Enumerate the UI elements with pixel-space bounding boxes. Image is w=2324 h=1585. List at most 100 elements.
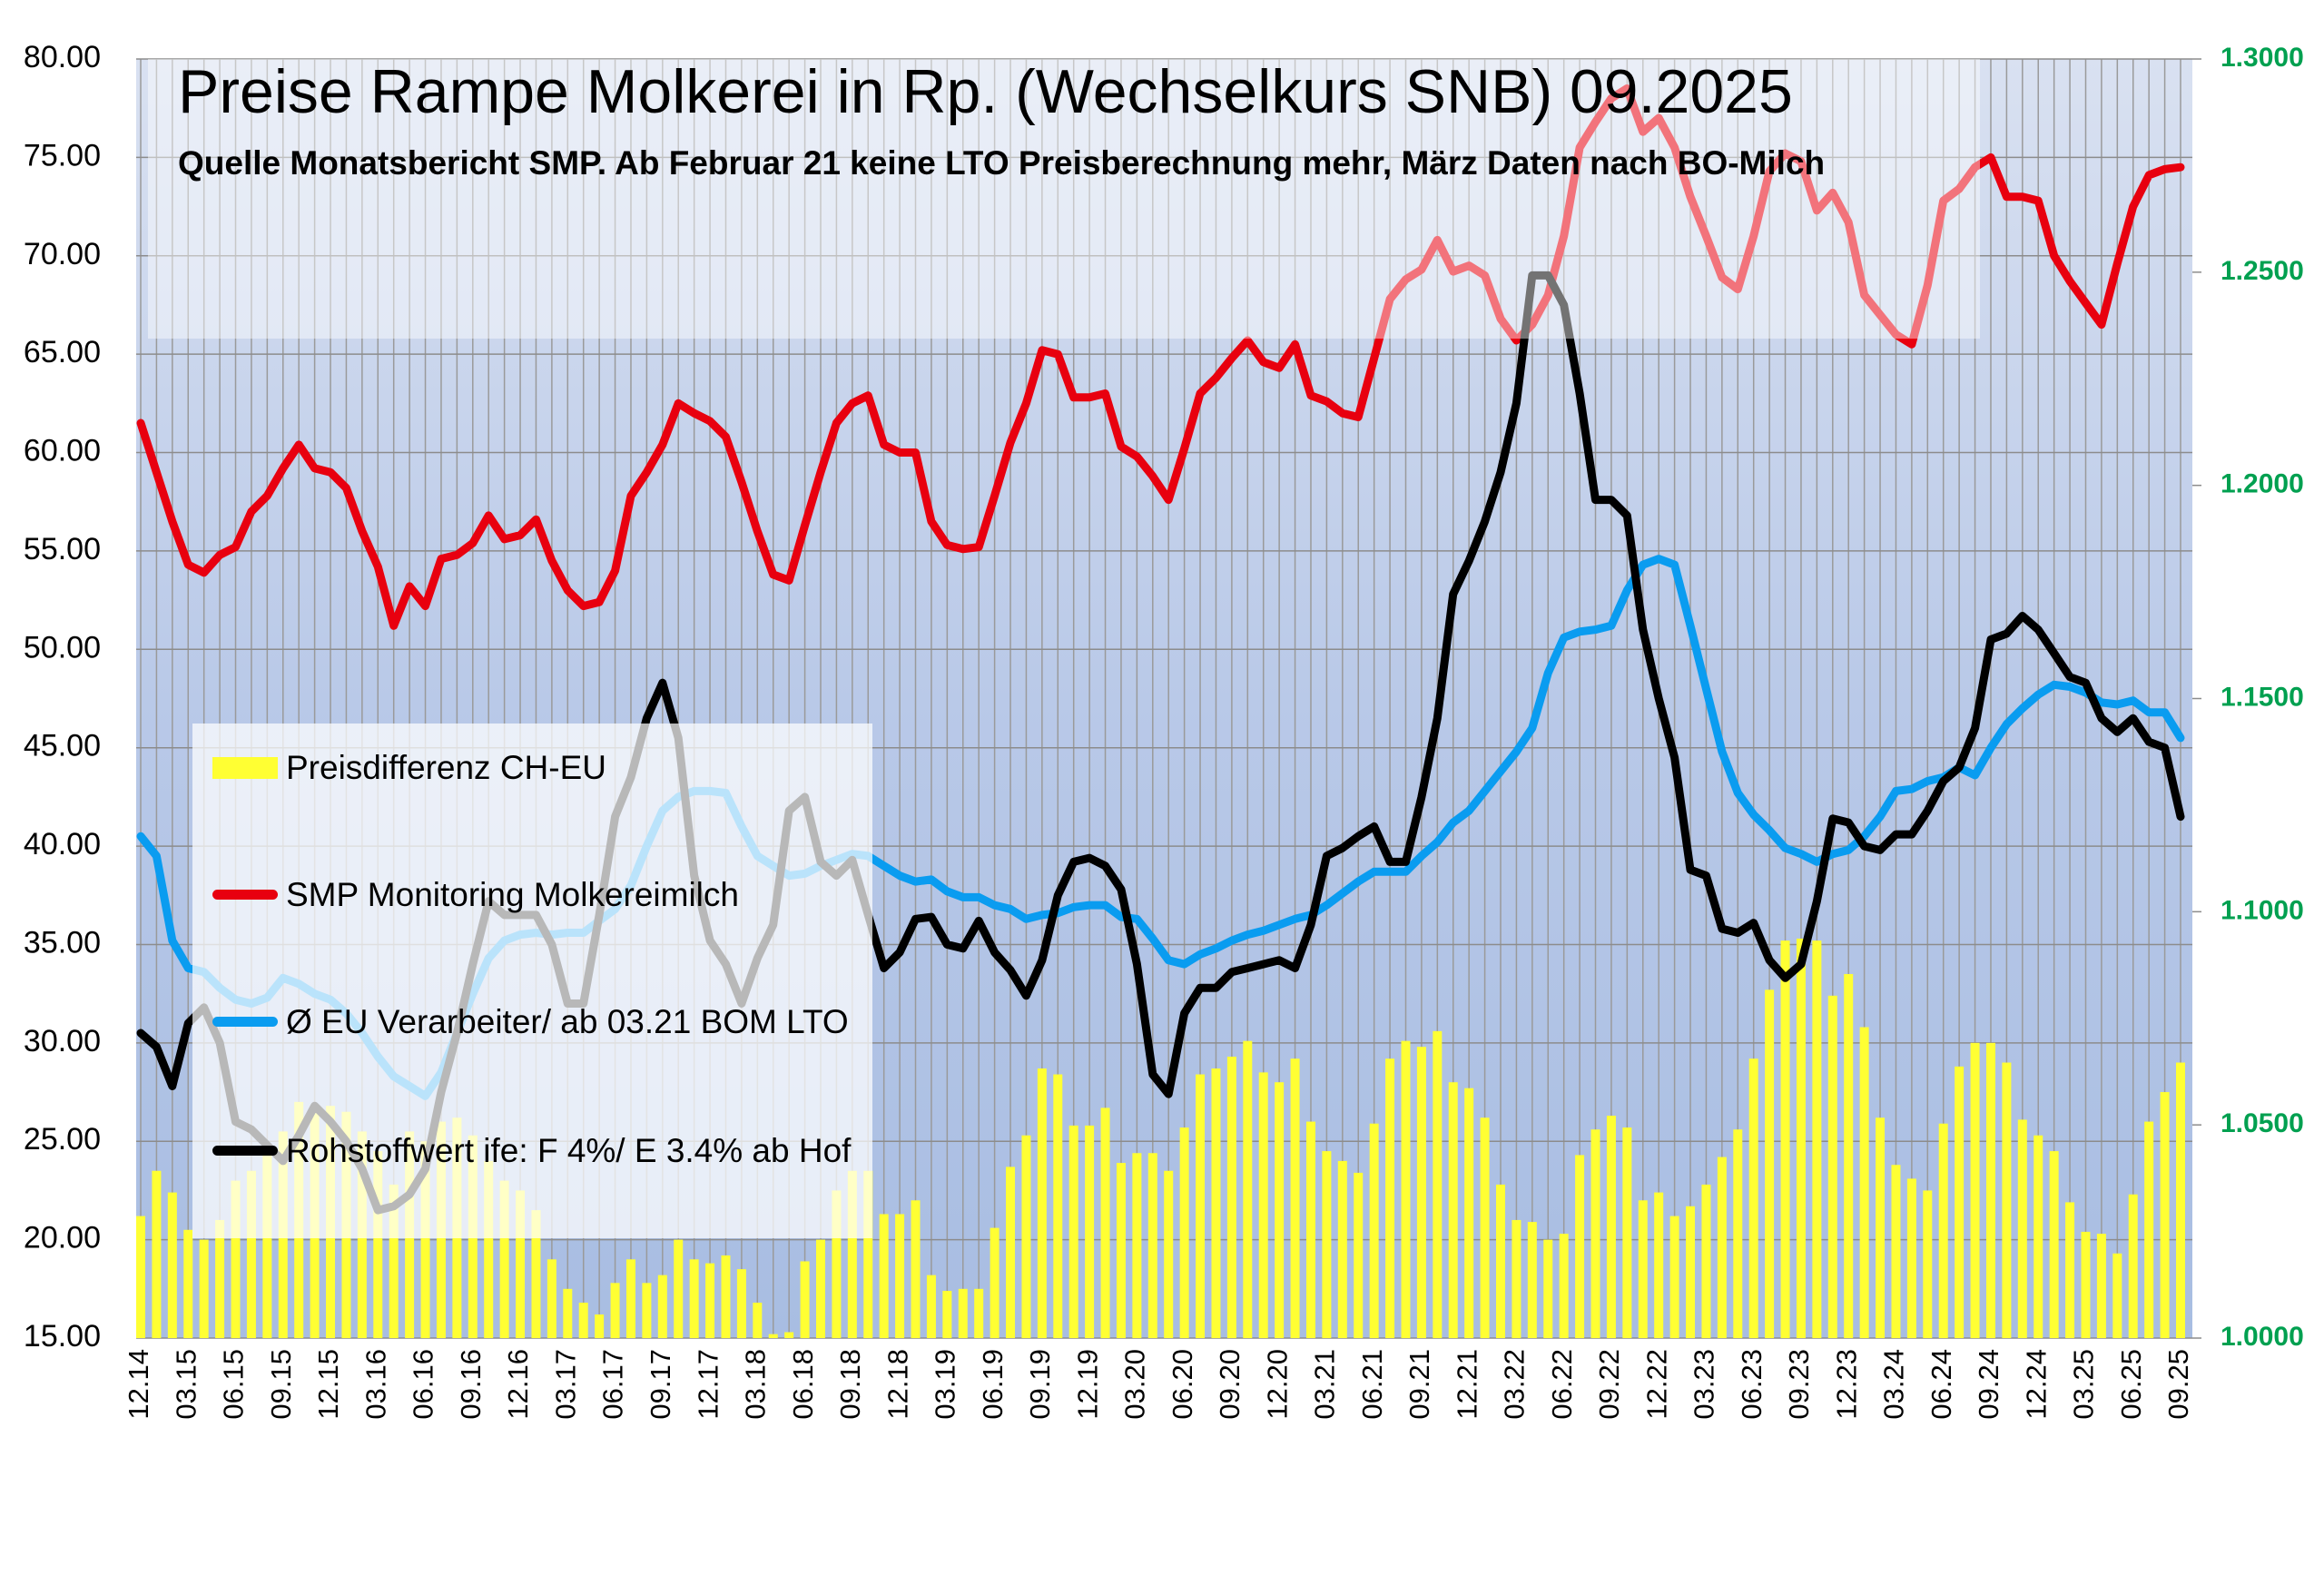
bar [1164,1170,1174,1338]
bar [1669,1216,1679,1338]
y-tick-label: 15.00 [24,1319,101,1354]
x-tick-label: 06.25 [2115,1349,2147,1420]
bar [1354,1172,1364,1338]
y2-tick-label: 1.1500 [2221,682,2304,712]
y-tick-label: 45.00 [24,729,101,763]
legend-swatch [212,757,278,779]
bar [1132,1153,1142,1338]
bar [1305,1121,1315,1338]
x-tick-label: 03.17 [549,1349,581,1420]
x-tick-label: 06.20 [1167,1349,1198,1420]
bar [2017,1119,2027,1338]
bar [1211,1068,1221,1338]
bar [1496,1184,1505,1338]
bar [1527,1222,1537,1338]
bar [674,1239,684,1338]
bar [974,1288,984,1338]
y-tick-label: 30.00 [24,1024,101,1058]
bar [1938,1123,1948,1338]
bar [1654,1192,1664,1338]
bar [1748,1058,1758,1338]
bar [547,1259,556,1338]
bar [499,1180,509,1338]
x-tick-label: 09.24 [1973,1349,2004,1420]
y-tick-label: 70.00 [24,237,101,271]
bar [1464,1088,1474,1338]
x-tick-label: 06.15 [218,1349,250,1420]
bar [1006,1167,1016,1338]
x-tick-label: 09.20 [1214,1349,1246,1420]
y-tick-label: 65.00 [24,335,101,369]
bar [1876,1117,1886,1338]
bar [1638,1200,1648,1338]
x-tick-label: 09.18 [834,1349,866,1420]
bar [1275,1082,1285,1338]
bar [1622,1127,1632,1338]
legend-label: Preisdifferenz CH-EU [286,749,606,786]
bar [215,1219,225,1338]
x-tick-label: 09.23 [1783,1349,1815,1420]
bar [1512,1219,1521,1338]
x-tick-label: 06.23 [1736,1349,1768,1420]
y-tick-label: 40.00 [24,827,101,861]
bar [2096,1234,2106,1338]
bar [942,1290,952,1338]
chart-subtitle: Quelle Monatsbericht SMP. Ab Februar 21 … [178,144,1826,182]
bar [484,1160,494,1338]
bar [246,1170,256,1338]
x-tick-label: 03.15 [170,1349,202,1420]
bar [1543,1239,1553,1338]
x-tick-label: 12.14 [123,1349,154,1420]
bar [595,1314,605,1338]
bar [768,1334,778,1338]
bar [2002,1062,2012,1338]
x-tick-label: 12.15 [312,1349,344,1420]
bar [1606,1116,1616,1338]
y-tick-label: 35.00 [24,925,101,960]
bar [1780,940,1790,1338]
y-tick-label: 80.00 [24,40,101,74]
bar [1923,1190,1933,1338]
bar [1385,1058,1395,1338]
bar [610,1283,620,1338]
y2-tick-label: 1.0500 [2221,1108,2304,1138]
bar [926,1275,936,1338]
bar [152,1170,162,1338]
bar [1891,1165,1901,1338]
x-tick-label: 03.19 [930,1349,961,1420]
y-tick-label: 60.00 [24,434,101,468]
bar [420,1141,430,1338]
bar [578,1302,588,1338]
bar [1796,938,1806,1338]
bar [1258,1072,1268,1338]
bar [1590,1129,1600,1338]
x-tick-label: 12.20 [1261,1349,1293,1420]
bar [1812,940,1822,1338]
bar [1906,1178,1916,1338]
bar [1686,1206,1696,1338]
bar [1859,1027,1869,1338]
x-tick-label: 12.24 [2020,1349,2052,1420]
bar [167,1192,177,1338]
x-tick-label: 03.18 [740,1349,772,1420]
legend-label: Ø EU Verarbeiter/ ab 03.21 BOM LTO [286,1003,849,1040]
bar [753,1302,763,1338]
legend-swatch [212,1146,278,1156]
bar [199,1239,209,1338]
legend-box [192,724,872,1238]
bar [1369,1123,1379,1338]
bar [1717,1157,1727,1338]
bar [784,1332,794,1338]
y2-tick-label: 1.1000 [2221,895,2304,925]
bar [1701,1184,1711,1338]
legend-swatch [212,1017,278,1027]
bar [1116,1163,1126,1338]
x-tick-label: 06.18 [787,1349,819,1420]
bar [1733,1129,1743,1338]
bar [231,1180,241,1338]
x-tick-label: 12.21 [1451,1349,1482,1420]
x-tick-label: 12.23 [1830,1349,1862,1420]
bar [625,1259,635,1338]
bar [705,1263,715,1338]
bar [1401,1040,1411,1338]
